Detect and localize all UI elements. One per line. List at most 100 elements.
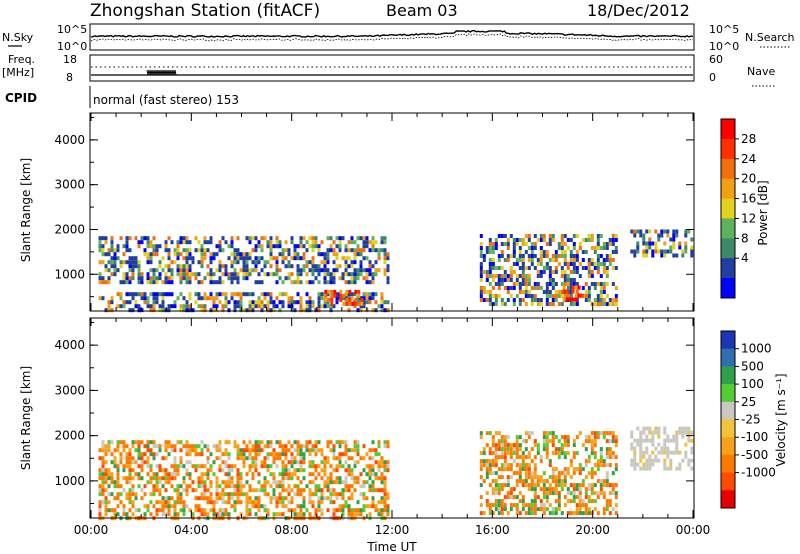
power-panel-cell [572, 234, 576, 238]
power-panel-cell [485, 278, 489, 282]
velocity-panel-cell [296, 452, 300, 457]
velocity-panel-cell [575, 483, 579, 488]
power-panel-cell [548, 278, 552, 282]
velocity-panel-cell [146, 504, 150, 509]
power-panel-cell [233, 276, 237, 281]
velocity-panel-cell [374, 476, 378, 481]
velocity-panel-cell [173, 504, 177, 509]
power-panel-cell [648, 241, 652, 246]
velocity-panel-cell [296, 460, 300, 465]
power-panel-cell [479, 266, 483, 270]
velocity-panel-cell [101, 492, 105, 497]
velocity-panel-cell [122, 512, 126, 517]
power-panel-cell [188, 240, 192, 245]
power-panel-cell [560, 302, 564, 306]
power-panel-cell [614, 250, 618, 254]
velocity-panel-cell [116, 448, 120, 453]
velocity-panel-cell [209, 480, 213, 485]
velocity-panel-cell [654, 446, 658, 451]
velocity-colorbar-tick-label: 500 [741, 359, 764, 373]
power-panel-cell [191, 308, 195, 313]
power-panel-cell [308, 280, 312, 285]
power-panel-cell [179, 292, 183, 297]
velocity-panel-cell [341, 452, 345, 457]
velocity-panel-cell [518, 471, 522, 476]
power-panel-cell [131, 268, 135, 273]
velocity-panel-cell [584, 439, 588, 444]
power-panel-cell [332, 276, 336, 281]
velocity-panel-cell [107, 472, 111, 477]
power-panel-cell [158, 264, 162, 269]
power-panel-cell [374, 260, 378, 265]
power-panel-cell [684, 241, 688, 246]
velocity-panel-cell [128, 508, 132, 513]
velocity-panel-cell [275, 484, 279, 489]
velocity-panel-cell [651, 434, 655, 439]
velocity-panel-cell [542, 435, 546, 440]
velocity-panel-cell [332, 500, 336, 505]
velocity-panel-cell [593, 435, 597, 440]
velocity-panel-cell [371, 468, 375, 473]
power-panel-cell [185, 280, 189, 285]
velocity-panel-cell [290, 472, 294, 477]
power-panel-cell [506, 258, 510, 262]
power-panel-cell [563, 254, 567, 258]
velocity-panel-cell [158, 488, 162, 493]
velocity-panel-cell [587, 495, 591, 500]
power-panel-cell [158, 308, 162, 313]
velocity-panel-cell [645, 434, 649, 439]
velocity-panel-cell [596, 491, 600, 496]
velocity-panel-cell [518, 435, 522, 440]
nsearch-series [90, 33, 694, 42]
velocity-panel-cell [296, 444, 300, 449]
power-panel-cell [645, 253, 649, 258]
velocity-panel-cell [227, 500, 231, 505]
velocity-panel-cell [563, 483, 567, 488]
power-panel-cell [497, 286, 501, 290]
velocity-panel-cell [581, 443, 585, 448]
velocity-panel-cell [257, 508, 261, 513]
velocity-panel-cell [497, 455, 501, 460]
power-panel-cell [203, 248, 207, 253]
power-panel-cell [479, 246, 483, 250]
velocity-panel-cell [512, 503, 516, 508]
velocity-panel-cell [107, 468, 111, 473]
power-panel-cell [305, 280, 309, 285]
velocity-panel-cell [506, 467, 510, 472]
power-panel-cell [596, 282, 600, 286]
velocity-panel-cell [302, 500, 306, 505]
power-panel-cell [197, 248, 201, 253]
power-panel-cell [642, 233, 646, 238]
velocity-panel-cell [221, 492, 225, 497]
power-panel-cell [272, 244, 276, 249]
velocity-panel-cell [173, 448, 177, 453]
power-panel-cell [353, 304, 357, 309]
power-panel-cell [146, 276, 150, 281]
velocity-panel-cell [173, 472, 177, 477]
velocity-panel-cell [212, 504, 216, 509]
power-panel-cell [104, 252, 108, 257]
velocity-panel-cell [125, 456, 129, 461]
velocity-panel-cell [557, 475, 561, 480]
power-panel-cell [527, 258, 531, 262]
power-panel-cell [560, 246, 564, 250]
velocity-panel-cell [485, 499, 489, 504]
velocity-panel-cell [263, 508, 267, 513]
power-panel-cell [530, 242, 534, 246]
velocity-panel-cell [206, 512, 210, 517]
power-panel-cell [500, 282, 504, 286]
power-panel-cell [143, 248, 147, 253]
power-panel-cell [554, 270, 558, 274]
power-panel-cell [269, 296, 273, 301]
power-panel-cell [98, 236, 102, 241]
velocity-panel-cell [362, 496, 366, 501]
velocity-panel-cell [242, 464, 246, 469]
velocity-panel-cell [515, 471, 519, 476]
power-panel-cell [587, 286, 591, 290]
power-panel-cell [236, 248, 240, 253]
power-panel-cell [329, 308, 333, 313]
velocity-panel-cell [128, 488, 132, 493]
power-panel-cell [179, 272, 183, 277]
velocity-panel-cell [308, 480, 312, 485]
power-panel-cell [515, 238, 519, 242]
